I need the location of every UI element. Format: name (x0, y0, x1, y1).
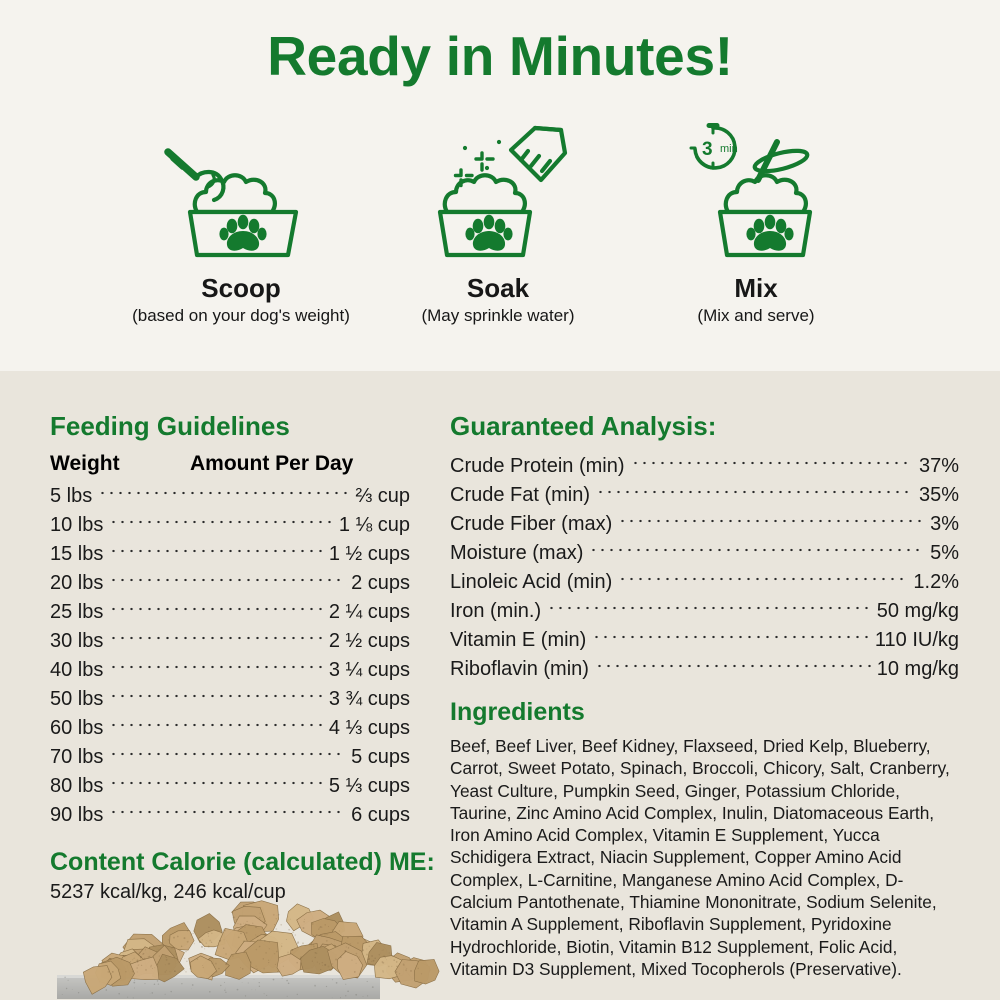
svg-text:min: min (720, 143, 738, 155)
svg-text:3: 3 (702, 139, 713, 160)
